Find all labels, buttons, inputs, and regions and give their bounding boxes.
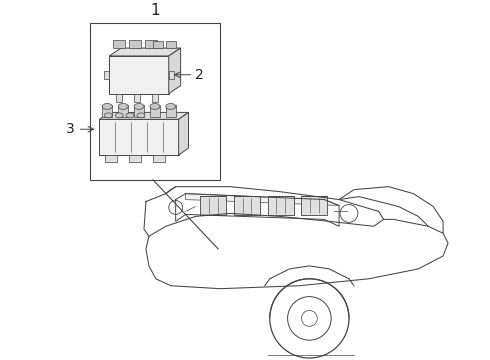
Polygon shape [179,112,189,155]
Bar [105,155,117,162]
Polygon shape [109,48,181,56]
Text: 2: 2 [196,68,204,82]
Bar [145,40,157,48]
Text: 1: 1 [150,3,160,18]
Ellipse shape [137,113,145,118]
Bar [301,195,327,215]
Bar [116,94,122,102]
Ellipse shape [104,113,112,118]
Ellipse shape [118,103,128,109]
Bar [109,56,169,94]
Bar [129,40,141,48]
Bar [150,105,160,117]
Ellipse shape [126,113,134,118]
Bar [234,195,260,215]
Polygon shape [99,112,189,119]
Bar [268,195,294,215]
Ellipse shape [150,103,160,109]
Ellipse shape [115,113,123,118]
Bar [90,23,220,180]
Bar [129,155,141,162]
Bar [169,71,173,79]
Bar [134,105,144,117]
Ellipse shape [134,103,144,109]
Bar [99,119,179,155]
Polygon shape [186,194,339,206]
Ellipse shape [102,103,112,109]
Bar [153,41,163,48]
Bar [118,105,128,117]
Polygon shape [169,48,181,94]
Bar [113,40,125,48]
Bar [166,105,176,117]
Text: 3: 3 [66,122,74,136]
Bar [134,94,140,102]
Bar [200,195,226,215]
Bar [104,71,109,79]
Bar [102,105,112,117]
Bar [152,94,158,102]
Bar [166,41,176,48]
Ellipse shape [166,103,176,109]
Bar [153,155,165,162]
